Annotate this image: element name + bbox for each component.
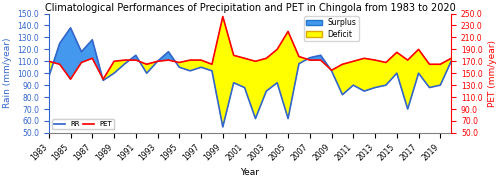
Y-axis label: Rain (mm/year): Rain (mm/year) bbox=[3, 38, 12, 109]
Legend: RR, PET: RR, PET bbox=[52, 119, 114, 129]
Y-axis label: PET (mm/year): PET (mm/year) bbox=[488, 40, 497, 107]
Title: Climatological Performances of Precipitation and PET in Chingola from 1983 to 20: Climatological Performances of Precipita… bbox=[44, 3, 456, 13]
X-axis label: Year: Year bbox=[240, 168, 260, 177]
Legend: Surplus, Deficit: Surplus, Deficit bbox=[304, 16, 359, 41]
